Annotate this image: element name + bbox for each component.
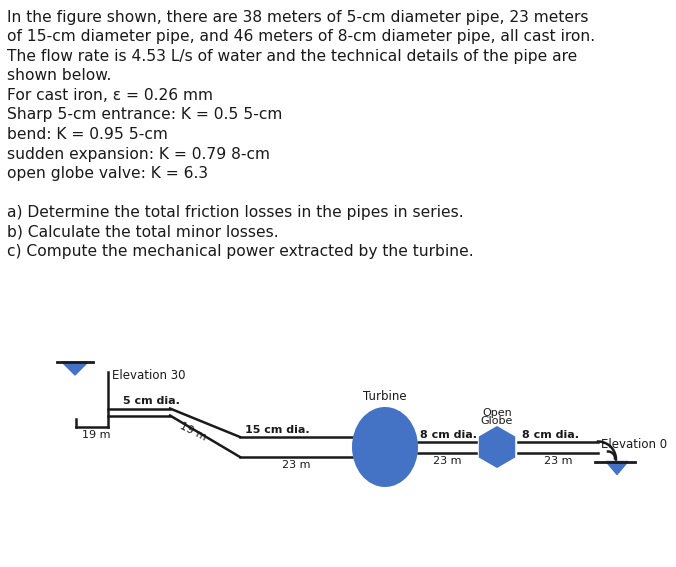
- Text: 23 m: 23 m: [433, 455, 461, 466]
- Text: open globe valve: K = 6.3: open globe valve: K = 6.3: [7, 166, 208, 181]
- Text: Elevation 0: Elevation 0: [601, 438, 667, 451]
- Text: Turbine: Turbine: [363, 390, 407, 403]
- Text: a) Determine the total friction losses in the pipes in series.: a) Determine the total friction losses i…: [7, 205, 464, 220]
- Text: shown below.: shown below.: [7, 69, 112, 83]
- Text: of 15-cm diameter pipe, and 46 meters of 8-cm diameter pipe, all cast iron.: of 15-cm diameter pipe, and 46 meters of…: [7, 29, 595, 44]
- Text: b) Calculate the total minor losses.: b) Calculate the total minor losses.: [7, 225, 279, 239]
- Text: 8 cm dia.: 8 cm dia.: [522, 429, 579, 439]
- Text: Open: Open: [482, 408, 512, 418]
- Ellipse shape: [352, 407, 418, 487]
- Text: The flow rate is 4.53 L/s of water and the technical details of the pipe are: The flow rate is 4.53 L/s of water and t…: [7, 49, 577, 64]
- Text: Elevation 30: Elevation 30: [112, 369, 185, 382]
- Polygon shape: [62, 362, 88, 375]
- Text: For cast iron, ε = 0.26 mm: For cast iron, ε = 0.26 mm: [7, 88, 213, 103]
- Text: Globe: Globe: [481, 416, 513, 426]
- Text: In the figure shown, there are 38 meters of 5-cm diameter pipe, 23 meters: In the figure shown, there are 38 meters…: [7, 10, 589, 25]
- Text: 15 cm dia.: 15 cm dia.: [245, 425, 310, 435]
- Text: 23 m: 23 m: [544, 455, 573, 466]
- Text: 5 cm dia.: 5 cm dia.: [123, 396, 180, 407]
- Text: 19 m: 19 m: [178, 421, 208, 442]
- Polygon shape: [479, 426, 515, 468]
- Text: bend: K = 0.95 5-cm: bend: K = 0.95 5-cm: [7, 127, 168, 142]
- Text: 8 cm dia.: 8 cm dia.: [420, 429, 477, 439]
- Polygon shape: [606, 462, 628, 475]
- Text: 19 m: 19 m: [82, 430, 110, 440]
- Text: Sharp 5-cm entrance: K = 0.5 5-cm: Sharp 5-cm entrance: K = 0.5 5-cm: [7, 108, 283, 122]
- Text: 23 m: 23 m: [282, 460, 310, 470]
- Text: sudden expansion: K = 0.79 8-cm: sudden expansion: K = 0.79 8-cm: [7, 146, 270, 162]
- Text: c) Compute the mechanical power extracted by the turbine.: c) Compute the mechanical power extracte…: [7, 244, 474, 259]
